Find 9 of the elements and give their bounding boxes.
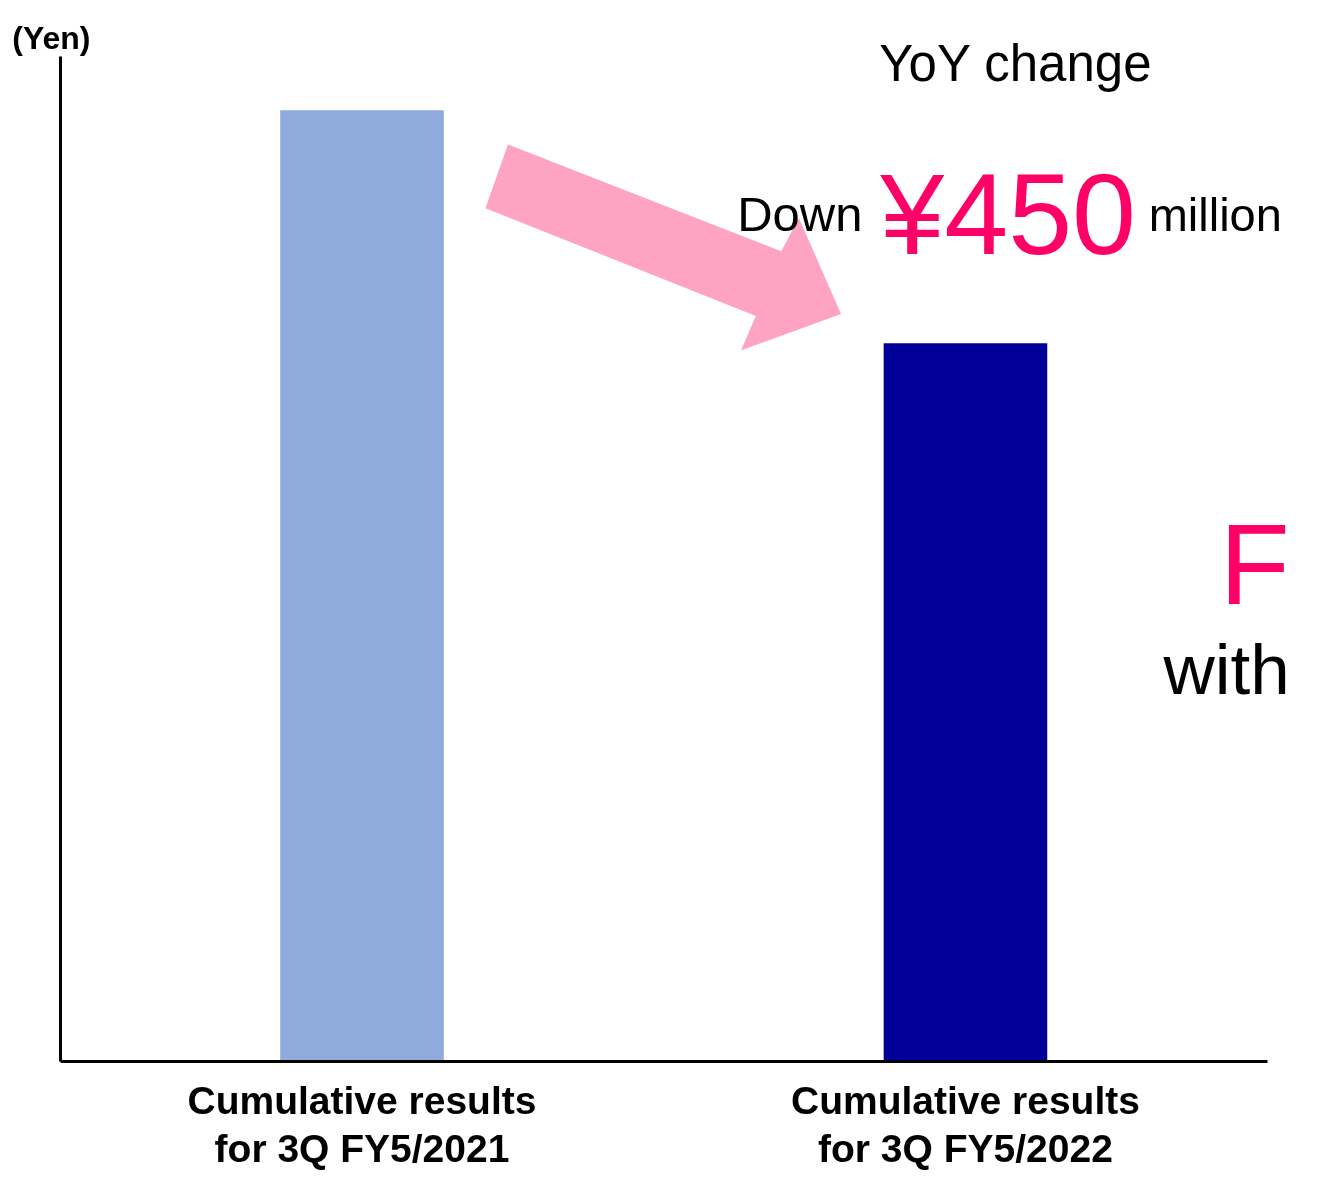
x-tick-label: Cumulative results for 3Q FY5/2021	[187, 1079, 537, 1170]
annotation: Down	[737, 187, 863, 242]
annotation: million	[1148, 187, 1282, 241]
x-tick-label: Cumulative results for 3Q FY5/2022	[790, 1079, 1140, 1170]
annotation: F	[1219, 499, 1290, 628]
y-axis-title: (Yen)	[12, 19, 91, 56]
annotation: with	[1162, 630, 1290, 710]
text: YoY change	[879, 34, 1152, 92]
annotation: ¥450	[879, 150, 1137, 279]
